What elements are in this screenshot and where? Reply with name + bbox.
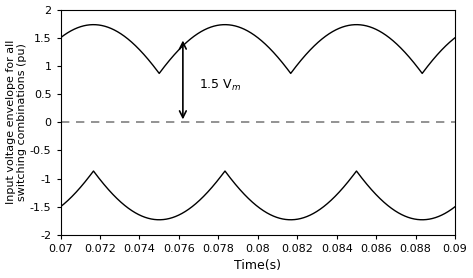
Y-axis label: Input voltage envelope for all
switching combinations (pu): Input voltage envelope for all switching… — [6, 40, 27, 204]
Text: 1.5 V$_m$: 1.5 V$_m$ — [199, 78, 241, 93]
X-axis label: Time(s): Time(s) — [234, 259, 281, 272]
